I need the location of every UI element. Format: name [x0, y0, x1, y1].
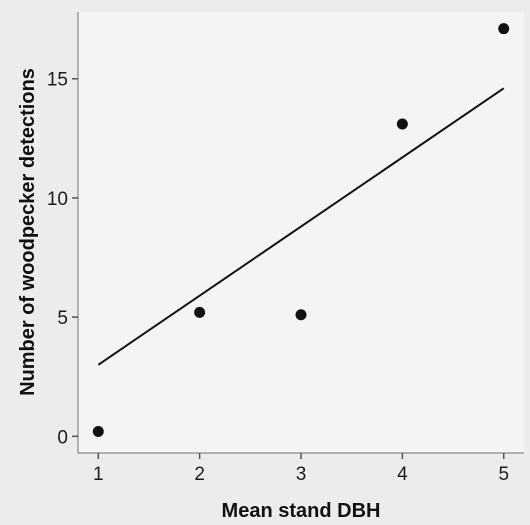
x-axis-label: Mean stand DBH — [222, 500, 381, 522]
data-point — [498, 23, 510, 35]
data-point — [396, 118, 408, 130]
y-axis-label: Number of woodpecker detections — [17, 68, 39, 396]
x-tick-label: 5 — [498, 464, 509, 485]
y-tick-label: 5 — [57, 308, 68, 329]
y-tick-label: 0 — [57, 427, 68, 448]
data-point — [194, 306, 206, 318]
plot-area — [78, 12, 524, 453]
y-tick-label: 15 — [47, 70, 68, 91]
x-tick-label: 2 — [194, 464, 205, 485]
y-axis-ticks: 0 5 10 15 — [47, 70, 78, 448]
y-tick-label: 10 — [47, 189, 68, 210]
fit-line-group — [97, 87, 505, 366]
fit-line — [97, 87, 505, 366]
x-tick-label: 4 — [397, 464, 408, 485]
x-tick-label: 3 — [296, 464, 307, 485]
data-point — [295, 309, 307, 321]
data-point — [92, 426, 104, 438]
data-points — [92, 23, 510, 438]
x-axis-ticks: 1 2 3 4 5 — [93, 453, 509, 485]
x-tick-label: 1 — [93, 464, 104, 485]
